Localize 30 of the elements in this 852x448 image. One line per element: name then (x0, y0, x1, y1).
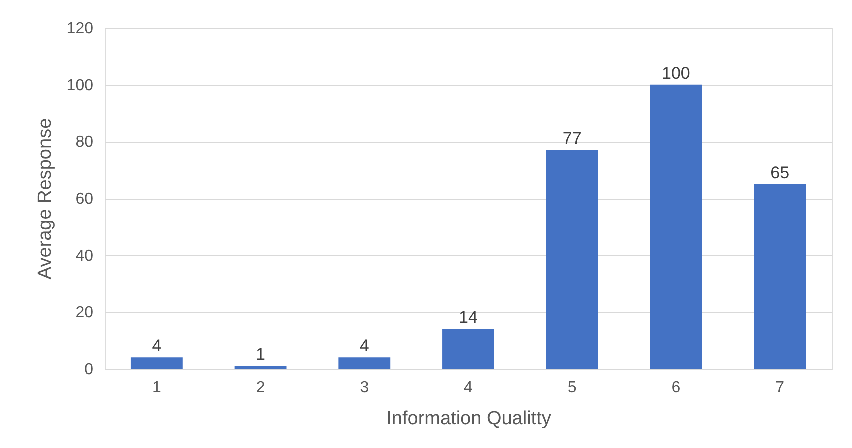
y-tick-label: 80 (76, 134, 94, 152)
bar (442, 329, 494, 369)
x-tick-label: 4 (464, 380, 474, 396)
x-tick-label: 1 (152, 380, 162, 396)
data-label: 4 (152, 336, 162, 356)
bar (130, 358, 183, 369)
data-label: 14 (459, 308, 478, 328)
bar (234, 366, 287, 369)
data-label: 65 (770, 163, 790, 182)
data-label: 4 (360, 336, 370, 356)
y-tick-label: 120 (66, 20, 94, 38)
bar (338, 358, 391, 369)
bar (546, 150, 598, 369)
x-axis-title: Information Qualitty (386, 408, 552, 430)
y-tick-label: 100 (66, 77, 94, 94)
data-label: 77 (562, 129, 582, 148)
y-tick-label: 20 (76, 304, 94, 322)
bar (754, 184, 806, 369)
data-label: 100 (662, 64, 690, 83)
bar (650, 84, 702, 369)
y-tick-label: 0 (84, 362, 94, 378)
x-tick-label: 3 (360, 380, 370, 396)
y-tick-label: 60 (76, 191, 94, 208)
x-tick-label: 5 (568, 380, 577, 396)
y-tick-label: 40 (76, 248, 94, 265)
x-tick-label: 2 (256, 380, 266, 396)
x-tick-label: 7 (776, 380, 785, 396)
y-axis-title: Average Response (34, 118, 56, 280)
data-label: 1 (256, 345, 266, 364)
x-tick-label: 6 (672, 380, 681, 396)
